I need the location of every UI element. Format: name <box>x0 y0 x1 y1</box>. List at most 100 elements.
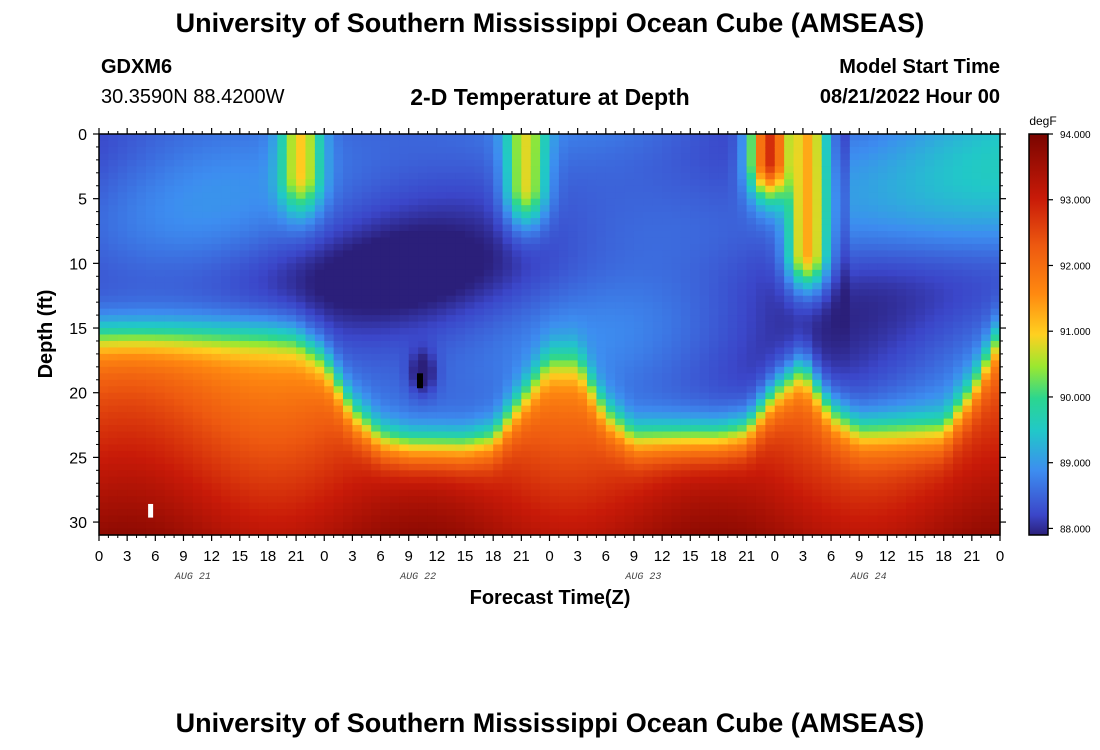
heatmap-cell <box>436 347 447 355</box>
heatmap-cell <box>521 437 532 446</box>
heatmap-cell <box>352 334 363 342</box>
heatmap-cell <box>558 412 569 420</box>
heatmap-cell <box>192 489 203 497</box>
heatmap-cell <box>296 457 307 465</box>
heatmap-cell <box>671 218 682 226</box>
heatmap-cell <box>333 159 344 167</box>
heatmap-cell <box>174 315 185 323</box>
heatmap-cell <box>709 522 720 530</box>
heatmap-cell <box>549 224 560 232</box>
heatmap-cell <box>652 321 663 329</box>
heatmap-cell <box>840 522 851 530</box>
heatmap-cell <box>652 425 663 433</box>
heatmap-cell <box>136 224 147 232</box>
heatmap-cell <box>746 470 757 478</box>
heatmap-cell <box>755 231 766 239</box>
heatmap-cell <box>483 269 494 277</box>
heatmap-cell <box>718 444 729 452</box>
heatmap-cell <box>108 289 119 297</box>
heatmap-cell <box>389 489 400 497</box>
heatmap-cell <box>164 250 175 258</box>
heatmap-cell <box>305 315 316 323</box>
heatmap-cell <box>465 515 476 523</box>
heatmap-cell <box>249 340 260 349</box>
heatmap-cell <box>408 243 419 252</box>
heatmap-cell <box>164 192 175 200</box>
heatmap-cell <box>286 179 297 187</box>
heatmap-cell <box>605 431 616 439</box>
heatmap-cell <box>324 153 335 161</box>
heatmap-cell <box>624 134 635 142</box>
heatmap-cell <box>802 166 813 174</box>
heatmap-cell <box>399 470 410 478</box>
heatmap-cell <box>389 431 400 439</box>
heatmap-cell <box>343 269 354 277</box>
heatmap-cell <box>727 399 738 407</box>
heatmap-cell <box>643 321 654 329</box>
heatmap-cell <box>371 360 382 368</box>
heatmap-cell <box>511 179 522 187</box>
heatmap-cell <box>549 321 560 329</box>
heatmap-cell <box>540 192 551 200</box>
heatmap-cell <box>511 373 522 381</box>
heatmap-cell <box>267 489 278 497</box>
heatmap-cell <box>699 379 710 387</box>
heatmap-cell <box>831 399 842 407</box>
heatmap-cell <box>755 379 766 387</box>
heatmap-cell <box>699 185 710 193</box>
heatmap-cell <box>765 289 776 297</box>
heatmap-cell <box>755 295 766 303</box>
heatmap-cell <box>727 250 738 258</box>
heatmap-cell <box>371 321 382 329</box>
heatmap-cell <box>399 353 410 361</box>
heatmap-cell <box>380 509 391 517</box>
heatmap-cell <box>662 315 673 323</box>
heatmap-cell <box>371 205 382 213</box>
heatmap-cell <box>99 405 109 413</box>
heatmap-cell <box>239 340 250 349</box>
heatmap-cell <box>446 366 457 374</box>
heatmap-cell <box>793 340 804 349</box>
heatmap-cell <box>474 250 485 258</box>
heatmap-cell <box>174 515 185 523</box>
heatmap-cell <box>455 192 466 200</box>
heatmap-cell <box>493 509 504 517</box>
heatmap-cell <box>324 243 335 252</box>
heatmap-cell <box>558 192 569 200</box>
heatmap-cell <box>840 243 851 252</box>
heatmap-cell <box>239 431 250 439</box>
heatmap-cell <box>596 483 607 491</box>
heatmap-cell <box>709 502 720 510</box>
heatmap-cell <box>174 172 185 180</box>
heatmap-cell <box>502 276 513 284</box>
heatmap-cell <box>652 412 663 420</box>
heatmap-cell <box>652 205 663 213</box>
heatmap-cell <box>568 476 579 484</box>
heatmap-cell <box>99 243 109 252</box>
heatmap-cell <box>765 425 776 433</box>
heatmap-cell <box>230 405 241 413</box>
station-id: GDXM6 <box>101 56 173 78</box>
heatmap-cell <box>361 373 372 381</box>
heatmap-cell <box>680 386 691 394</box>
heatmap-cell <box>455 185 466 193</box>
heatmap-cell <box>633 373 644 381</box>
heatmap-cell <box>465 476 476 484</box>
heatmap-cell <box>211 198 222 206</box>
heatmap-cell <box>840 263 851 271</box>
heatmap-cell <box>709 302 720 310</box>
heatmap-cell <box>446 425 457 433</box>
heatmap-cell <box>399 418 410 426</box>
heatmap-cell <box>436 412 447 420</box>
heatmap-cell <box>784 308 795 316</box>
heatmap-cell <box>183 172 194 180</box>
heatmap-cell <box>605 483 616 491</box>
heatmap-cell <box>727 483 738 491</box>
heatmap-cell <box>587 509 598 517</box>
heatmap-cell <box>408 483 419 491</box>
heatmap-cell <box>183 366 194 374</box>
heatmap-cell <box>465 373 476 381</box>
heatmap-cell <box>727 418 738 426</box>
heatmap-cell <box>652 140 663 148</box>
heatmap-cell <box>127 172 138 180</box>
